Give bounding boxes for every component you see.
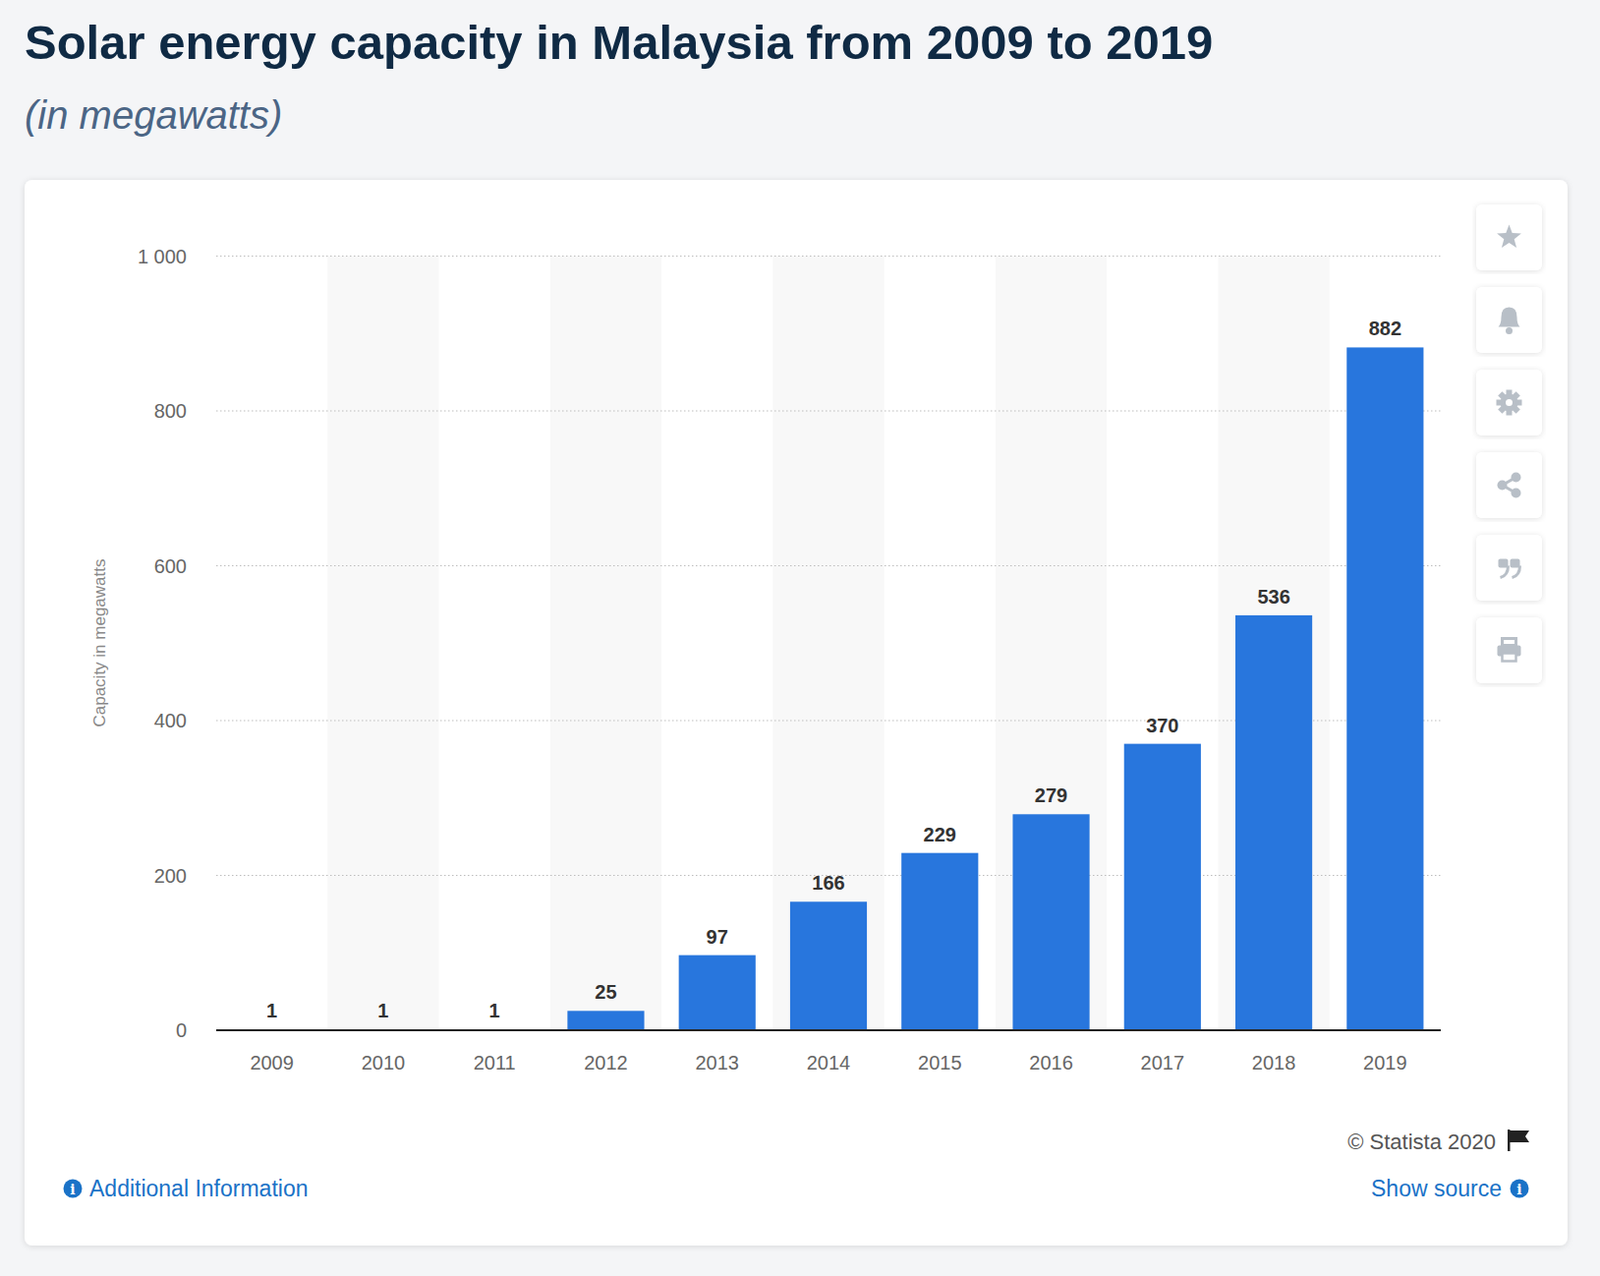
data-label: 370 [1145,714,1179,737]
data-label: 229 [923,823,957,846]
grid-line [216,1028,1441,1030]
button-bg [1476,617,1543,684]
x-axis-line [216,1028,1441,1031]
grid-line [216,255,1441,257]
info-icon [63,1179,83,1199]
x-tick-label: 2015 [917,1051,963,1074]
data-label: 536 [1257,585,1290,608]
y-axis-title: Capacity in megawatts [90,558,110,727]
button-bg [1476,452,1543,518]
x-tick-label: 2009 [249,1051,294,1074]
column-band [550,256,662,1031]
y-tick-label: 1 000 [137,245,187,268]
button-bg [1476,204,1543,271]
favorite-button[interactable] [1476,204,1543,271]
data-label: 25 [594,980,617,1003]
bar [901,853,978,1030]
data-label: 882 [1369,317,1402,340]
info-icon [1510,1179,1530,1199]
y-tick-label: 200 [154,864,187,887]
column-band [995,256,1107,1031]
x-tick-label: 2010 [361,1051,406,1074]
show-source-link[interactable]: Show source i [1371,1175,1529,1201]
x-tick-label: 2011 [473,1051,516,1074]
icon [1511,488,1522,499]
subtitle: (in megawatts) [24,93,283,137]
data-label: 1 [266,999,278,1022]
button-bg [1476,369,1543,436]
bar [1235,615,1313,1030]
icon [1511,472,1522,483]
column-band [1217,256,1329,1031]
show-source[interactable]: Show source [1371,1175,1502,1201]
column-band [772,256,884,1031]
x-tick-label: 2018 [1252,1051,1297,1074]
title: Solar energy capacity in Malaysia from 2… [24,15,1213,69]
bars [233,346,1425,1030]
x-tick-label: 2013 [694,1051,740,1074]
data-label: 97 [706,925,729,948]
info-icon-glyph: i [69,1181,75,1198]
bar [1346,346,1424,1030]
y-tick-label: 0 [175,1019,187,1041]
icon [1512,566,1521,578]
icon [1502,638,1517,646]
bar [567,1010,644,1030]
icon [1500,394,1519,412]
grid-line [216,565,1441,567]
x-tick-label: 2019 [1363,1051,1408,1074]
grid-line [216,409,1441,411]
icon [1500,566,1509,578]
flag-cloth [1509,1130,1530,1143]
icon [1505,399,1513,406]
button-bg [1476,286,1543,353]
icon [1496,225,1522,249]
copyright: © Statista 2020 [1347,1129,1496,1154]
info-icon-glyph: i [1516,1181,1522,1198]
additional-info[interactable]: Additional Information [89,1175,308,1201]
flag-icon[interactable] [1507,1129,1530,1151]
x-tick-label: 2016 [1028,1051,1074,1074]
button-bg [1476,534,1543,601]
bar [1012,813,1089,1030]
x-tick-label: 2014 [806,1051,852,1074]
data-label: 1 [489,999,501,1022]
bar [1124,743,1201,1030]
x-tick-label: 2017 [1141,1051,1186,1074]
icon [1505,327,1513,335]
page: Solar energy capacity in Malaysia from 2… [0,0,1600,1276]
icon [1497,480,1508,491]
share-button[interactable] [1476,452,1543,518]
icon [1498,307,1521,328]
column-band [327,256,439,1031]
print-button[interactable] [1476,617,1543,684]
alert-button[interactable] [1476,286,1543,353]
additional-info-link[interactable]: i Additional Information [63,1175,309,1201]
y-tick-label: 400 [154,709,187,732]
bar [679,955,756,1030]
settings-button[interactable] [1476,369,1543,436]
y-tick-label: 600 [154,555,187,577]
data-label: 279 [1034,784,1068,806]
data-label: 166 [811,871,845,894]
card [24,179,1568,1246]
y-tick-label: 800 [154,400,187,422]
data-label: 1 [377,999,389,1022]
cite-button[interactable] [1476,534,1543,601]
bar [790,901,867,1030]
icon [1502,653,1517,662]
x-tick-label: 2012 [583,1051,629,1074]
